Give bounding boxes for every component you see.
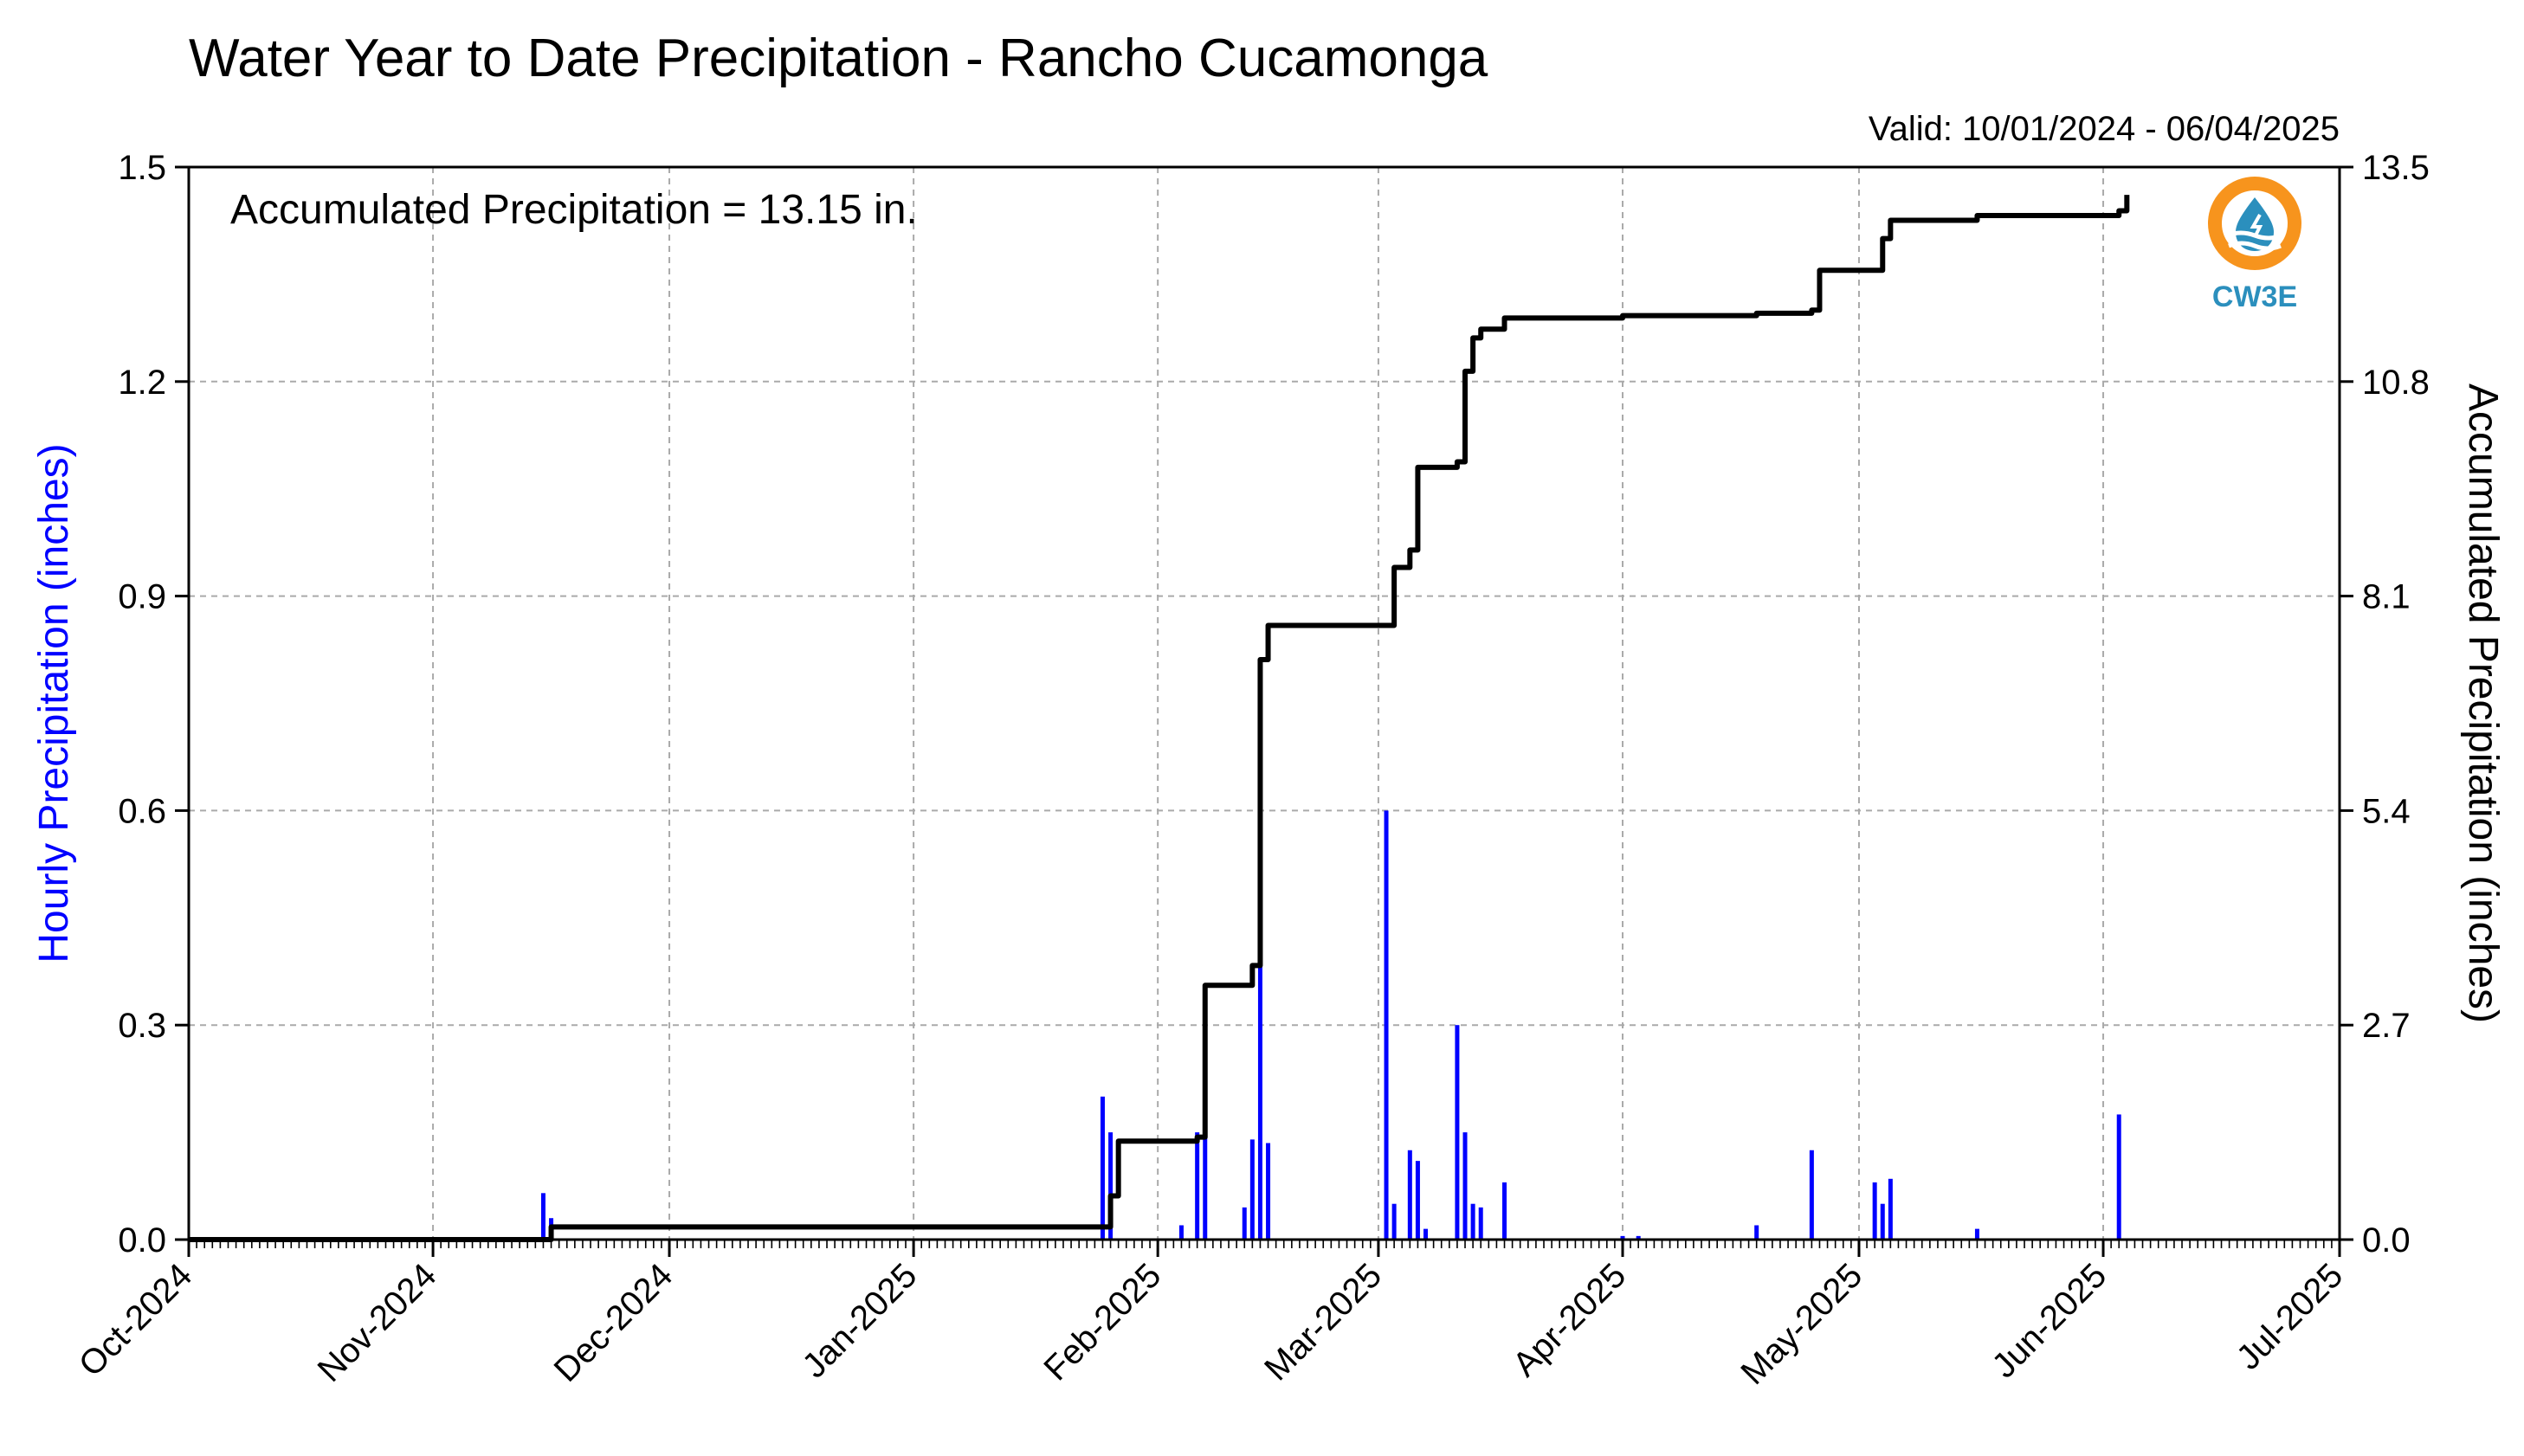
hourly-bar [1203,1111,1208,1240]
hourly-bar [1242,1207,1247,1240]
valid-date-range: Valid: 10/01/2024 - 06/04/2025 [1869,110,2340,148]
y2-tick-label: 13.5 [2362,149,2430,187]
hourly-bar [1100,1096,1105,1240]
hourly-bar [1407,1150,1412,1240]
y2-tick-label: 0.0 [2362,1221,2411,1260]
hourly-bar [2116,1114,2121,1240]
hourly-bar [1888,1178,1893,1240]
logo-text: CW3E [2212,280,2297,313]
y-tick-label: 0.0 [118,1221,166,1260]
hourly-bar [540,1193,545,1240]
hourly-bar [1620,1235,1625,1240]
grid [189,167,2340,1240]
hourly-bar [1880,1203,1885,1240]
y-tick-label: 0.3 [118,1007,166,1045]
hourly-bar [1754,1225,1759,1240]
left-y-axis: 0.0 0.3 0.6 0.9 1.2 1.5 [118,149,189,1260]
hourly-bar [1636,1235,1641,1240]
hourly-bar [1195,1132,1200,1240]
accumulated-line [189,195,2130,1242]
hourly-bar [1872,1182,1877,1240]
hourly-bar [1415,1161,1420,1240]
hourly-bar [1470,1203,1475,1240]
hourly-precipitation-bars [540,810,2121,1240]
hourly-bar [1384,810,1389,1240]
left-y-axis-label: Hourly Precipitation (inches) [31,443,77,963]
hourly-bar [1462,1132,1468,1240]
hourly-bar [1809,1150,1814,1240]
right-y-axis-label: Accumulated Precipitation (inches) [2460,383,2506,1023]
right-y-axis: 0.0 2.7 5.4 8.1 10.8 13.5 [2340,149,2430,1260]
y2-tick-label: 5.4 [2362,792,2411,830]
y-tick-label: 1.2 [118,364,166,402]
hourly-bar [1249,1139,1255,1240]
y-tick-label: 0.9 [118,578,166,616]
hourly-bar [1455,1025,1460,1240]
y-tick-label: 1.5 [118,149,166,187]
hourly-bar [1423,1228,1429,1240]
accumulated-annotation: Accumulated Precipitation = 13.15 in. [230,187,918,233]
y2-tick-label: 10.8 [2362,364,2430,402]
hourly-bar [1478,1207,1483,1240]
hourly-bar [1974,1228,1979,1240]
accumulated-precipitation-line [189,195,2130,1242]
cw3e-logo: CW3E [2208,177,2301,313]
y-tick-label: 0.6 [118,792,166,830]
chart-title: Water Year to Date Precipitation - Ranch… [189,29,1488,88]
hourly-bar [1266,1143,1271,1240]
hourly-bar [1502,1182,1507,1240]
hourly-bar [1108,1132,1114,1240]
y2-tick-label: 8.1 [2362,578,2411,616]
hourly-bar [1391,1203,1397,1240]
y2-tick-label: 2.7 [2362,1007,2411,1045]
plot-frame [187,165,2341,1241]
hourly-bar [1178,1225,1184,1240]
hourly-bar [1257,903,1262,1240]
